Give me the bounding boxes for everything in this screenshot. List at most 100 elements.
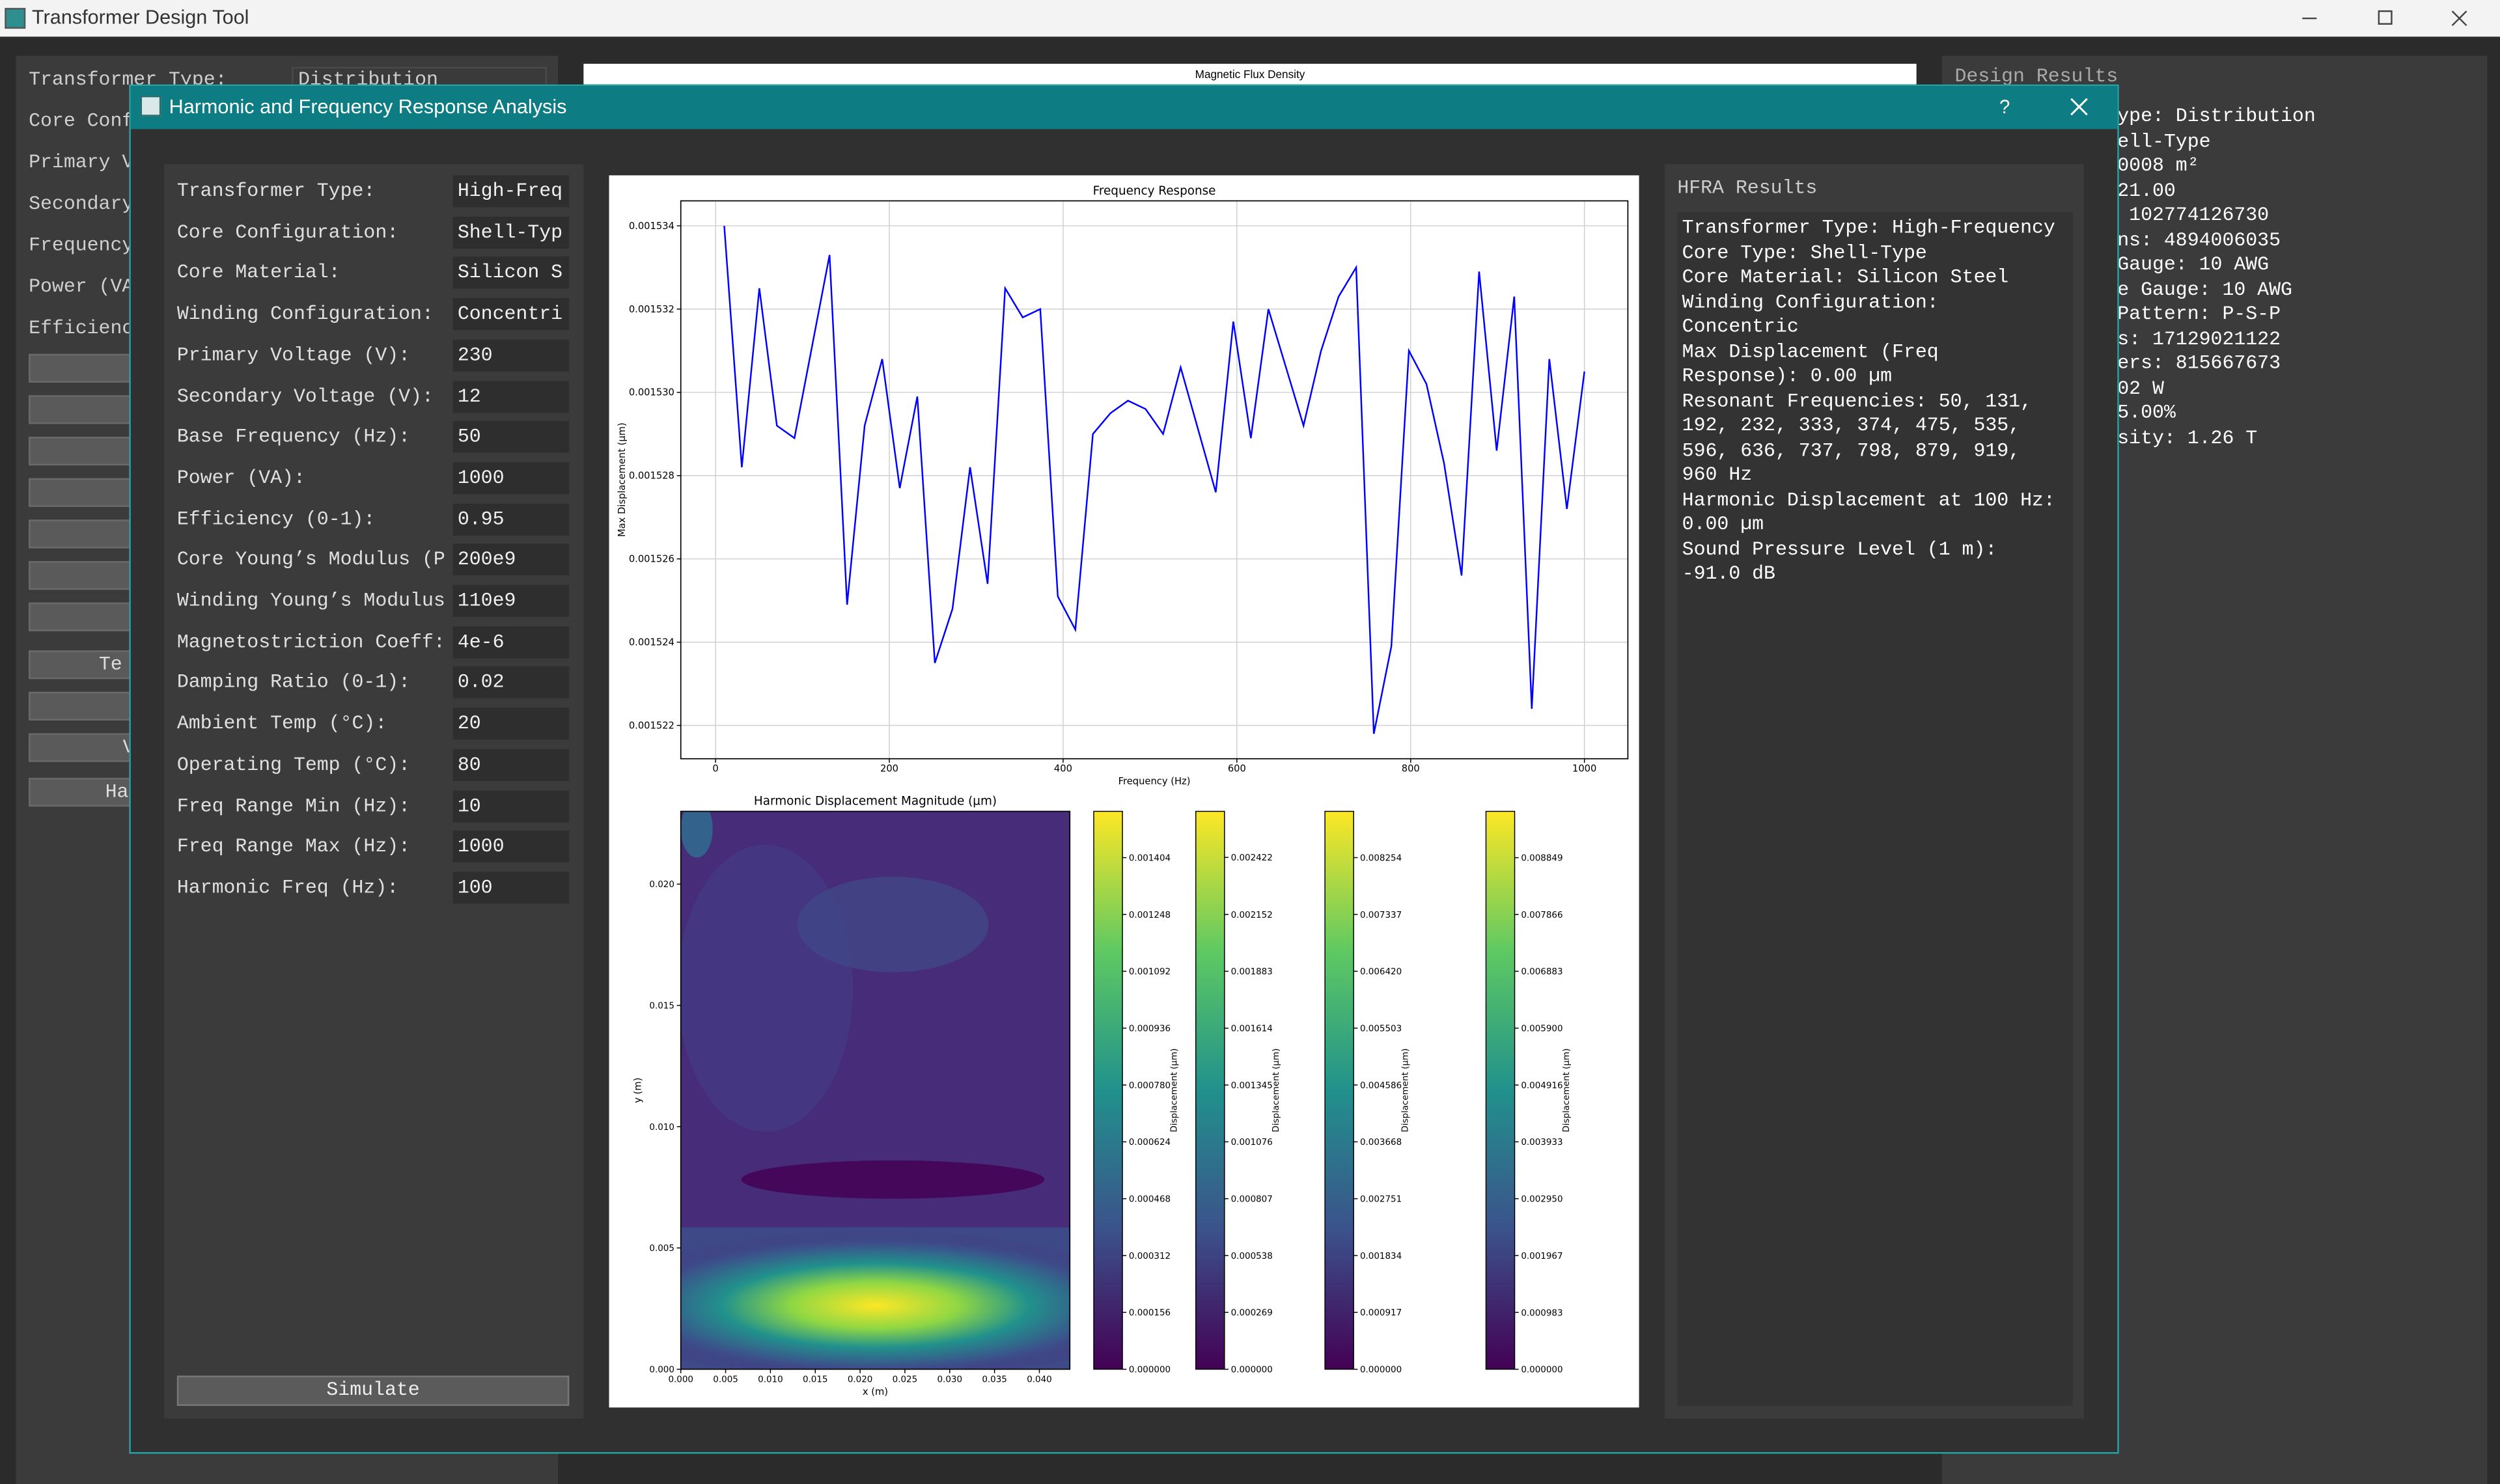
y-tick-label: 0.001528 [629, 471, 674, 482]
x-tick-label: 0.005 [713, 1375, 738, 1384]
field-input[interactable]: 1000 [452, 831, 570, 863]
y-tick-label: 0.001530 [629, 387, 674, 398]
y-tick-label: 0.001522 [629, 720, 674, 731]
window-controls [2302, 10, 2467, 27]
field-label: Freq Range Max (Hz): [176, 835, 411, 859]
field-label: Damping Ratio (0-1): [176, 671, 411, 694]
chart-title: Harmonic Displacement Magnitude (µm) [754, 795, 997, 808]
colorbar-tick-label: 0.000156 [1129, 1308, 1171, 1318]
field-input[interactable]: 50 [452, 420, 570, 453]
colorbar-tick-label: 0.003668 [1360, 1138, 1402, 1147]
colorbar-tick-label: 0.000780 [1129, 1081, 1171, 1091]
colorbar-tick-label: 0.003933 [1521, 1138, 1562, 1147]
colorbar-tick-label: 0.001092 [1129, 967, 1171, 977]
field-input[interactable]: Concentri [452, 298, 570, 331]
colorbar [1324, 810, 1354, 1370]
simulate-button[interactable]: Simulate [176, 1375, 570, 1407]
contour-fill [741, 1160, 1045, 1199]
field-input[interactable]: 10 [452, 790, 570, 822]
app-icon [5, 8, 26, 29]
result-line: Transformer Type: High-Frequency [1682, 217, 2055, 240]
result-line: Max Displacement (Freq [1682, 340, 1939, 363]
colorbar-tick-label: 0.002422 [1231, 853, 1273, 863]
window-title: Transformer Design Tool [31, 6, 249, 29]
x-tick-label: 0.010 [758, 1375, 783, 1384]
x-tick-label: 0.040 [1027, 1375, 1052, 1384]
result-line: Response): 0.00 µm [1682, 364, 1893, 388]
results-title: Design Results [1954, 65, 2118, 88]
contour-fill [680, 1229, 1070, 1369]
field-label: Base Frequency (Hz): [176, 426, 411, 448]
field-input[interactable]: 20 [452, 708, 570, 740]
colorbar-tick-label: 0.007866 [1521, 911, 1562, 920]
result-line: Sound Pressure Level (1 m): [1682, 538, 1997, 560]
x-tick-label: 0 [712, 763, 718, 774]
colorbar-tick-label: 0.001404 [1129, 854, 1171, 864]
colorbar-tick-label: 0.000269 [1231, 1308, 1273, 1318]
field-input[interactable]: 110e9 [452, 584, 570, 617]
field-input[interactable]: Silicon S [452, 257, 570, 290]
y-tick-label: 0.001524 [629, 637, 674, 648]
y-tick-label: 0.005 [649, 1244, 674, 1254]
field-input[interactable]: High-Freq [452, 175, 570, 208]
field-input[interactable]: 0.95 [452, 502, 570, 535]
field-label: Power (VA): [176, 467, 305, 489]
result-line: 960 Hz [1682, 463, 1753, 486]
field-input[interactable]: 4e-6 [452, 625, 570, 658]
colorbar-tick-label: 0.000000 [1360, 1366, 1402, 1375]
plot-canvas: 0 200 400 600 800 1000 0.001522 0.001524 0.00152… [609, 175, 1639, 1408]
colorbar-label: Displacement (µm) [1271, 1049, 1281, 1133]
field-input[interactable]: 200e9 [452, 543, 570, 576]
result-line: 102774126730 [2117, 204, 2270, 227]
x-tick-label: 400 [1054, 763, 1072, 774]
field-input[interactable]: 12 [452, 380, 570, 413]
colorbar-tick-label: 0.008849 [1521, 854, 1562, 864]
field-input[interactable]: 230 [452, 339, 570, 372]
contour-fill [797, 876, 989, 972]
x-tick-label: 0.020 [848, 1375, 873, 1384]
result-line: 0008 m² [2117, 154, 2199, 177]
form-label: Frequency [29, 234, 134, 257]
result-line: Core Material: Silicon Steel [1682, 266, 2009, 289]
field-input[interactable]: 1000 [452, 461, 570, 494]
x-tick-label: 0.025 [893, 1375, 918, 1384]
chart-title: Frequency Response [1093, 184, 1216, 198]
colorbar-tick-label: 0.005503 [1360, 1024, 1402, 1034]
result-line: 0.00 µm [1682, 513, 1764, 536]
field-label: Core Young’s Modulus (P [176, 549, 445, 571]
field-label: Freq Range Min (Hz): [176, 794, 411, 818]
colorbar-tick-label: 0.002152 [1231, 911, 1273, 920]
result-line: Pattern: P-S-P [2117, 303, 2281, 325]
result-line: Core Type: Shell-Type [1682, 241, 1927, 264]
y-tick-label: 0.020 [649, 880, 674, 890]
plot-frame [680, 200, 1629, 760]
field-input[interactable]: Shell-Typ [452, 216, 570, 249]
plot-frame [680, 810, 1071, 1370]
field-input[interactable]: 100 [452, 872, 570, 904]
colorbar-tick-label: 0.000983 [1521, 1308, 1562, 1318]
y-tick-label: 0.000 [649, 1366, 674, 1375]
field-input[interactable]: 80 [452, 749, 570, 781]
result-line: e Gauge: 10 AWG [2117, 278, 2292, 301]
form-label: Efficienc [29, 317, 134, 340]
y-tick-label: 0.010 [649, 1123, 674, 1133]
y-tick-label: 0.001532 [629, 304, 674, 315]
x-tick-label: 1000 [1572, 763, 1596, 774]
colorbar-tick-label: 0.000538 [1231, 1252, 1273, 1261]
colorbar-label: Displacement (µm) [1400, 1049, 1410, 1133]
dialog-close[interactable] [2068, 96, 2090, 118]
colorbar-label: Displacement (µm) [1562, 1049, 1572, 1133]
close-button[interactable] [2451, 10, 2467, 27]
colorbar-tick-label: 0.000312 [1129, 1252, 1171, 1261]
results-title: HFRA Results [1677, 176, 1818, 200]
contour-field [680, 811, 1070, 1369]
help-button[interactable]: ? [1999, 95, 2010, 118]
title-bar [0, 0, 2500, 37]
dialog-title-bar [130, 86, 2118, 130]
result-line: sity: 1.26 T [2117, 426, 2258, 449]
restore-button[interactable] [2378, 10, 2393, 25]
y-tick-label: 0.015 [649, 1002, 674, 1011]
x-tick-label: 0.035 [982, 1375, 1007, 1384]
field-input[interactable]: 0.02 [452, 666, 570, 699]
